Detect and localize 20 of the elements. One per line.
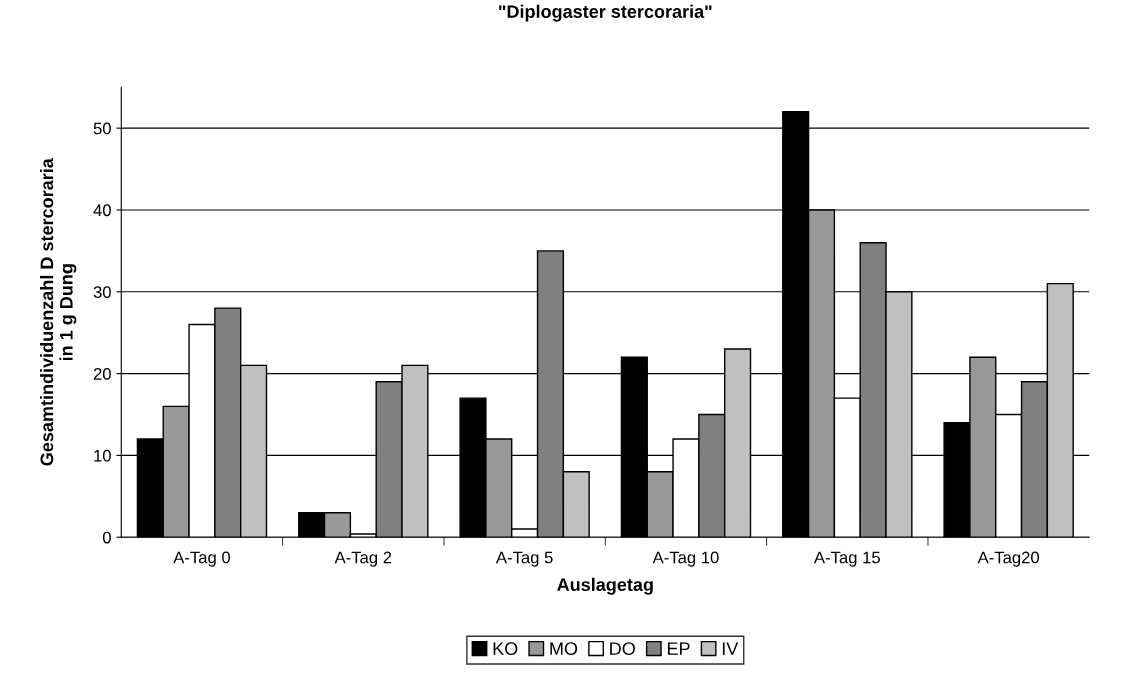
y-tick-label: 30 <box>93 286 111 298</box>
y-axis-title: Gesamtindividuenzahl D stercoraria in 1 g Dung <box>40 158 77 466</box>
legend-label: KO <box>493 642 518 656</box>
x-tick-label: A-Tag 10 <box>652 551 719 567</box>
chart-title: "Diplogaster stercoraria" <box>499 4 712 22</box>
y-tick-label: 10 <box>94 449 111 462</box>
y-tick-label: 40 <box>93 204 111 217</box>
x-tick-label: A-Tag 2 <box>334 551 392 567</box>
legend-label: EP <box>667 642 690 655</box>
x-tick-label: A-Tag20 <box>977 551 1040 567</box>
x-axis-title: Auslagetag <box>557 577 653 595</box>
x-tick-label: A-Tag 0 <box>173 551 231 567</box>
legend-label: DO <box>610 642 635 656</box>
y-tick-label: 0 <box>102 531 111 544</box>
y-tick-label: 50 <box>93 122 111 135</box>
legend-label: MO <box>550 642 578 656</box>
legend-label: IV <box>722 642 739 655</box>
x-tick-label: A-Tag 15 <box>813 551 880 567</box>
x-tick-label: A-Tag 5 <box>495 551 553 567</box>
y-tick-label: 20 <box>93 368 111 380</box>
